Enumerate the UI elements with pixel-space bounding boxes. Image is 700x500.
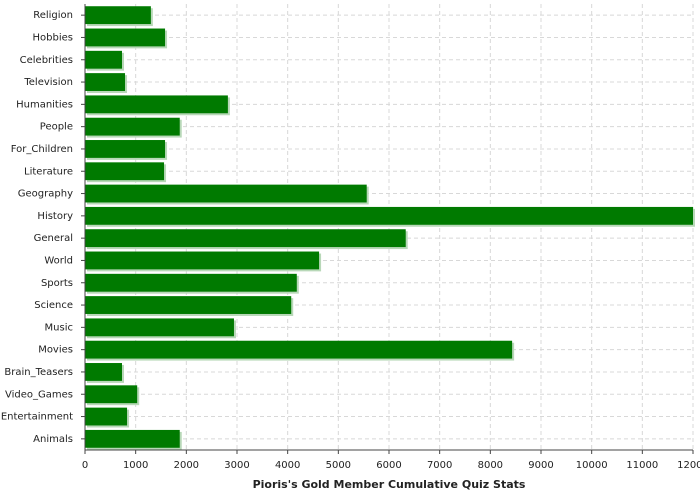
x-tick-label: 12000 bbox=[677, 460, 700, 471]
bar bbox=[85, 385, 138, 404]
y-tick-label: Entertainment bbox=[1, 412, 73, 423]
x-tick-label: 6000 bbox=[376, 460, 401, 471]
x-tick-label: 8000 bbox=[478, 460, 503, 471]
bar bbox=[85, 229, 406, 248]
y-tick-label: Movies bbox=[38, 345, 73, 356]
bar bbox=[85, 50, 122, 69]
bar bbox=[85, 140, 166, 158]
bar bbox=[85, 407, 128, 426]
bar bbox=[85, 318, 234, 337]
x-tick-label: 5000 bbox=[326, 460, 351, 471]
y-tick-label: History bbox=[37, 211, 73, 222]
y-tick-label: People bbox=[40, 122, 73, 133]
y-tick-label: World bbox=[44, 255, 73, 266]
bar bbox=[85, 296, 292, 314]
x-tick-label: 7000 bbox=[427, 460, 452, 471]
y-tick-label: Science bbox=[34, 300, 73, 311]
y-tick-label: Religion bbox=[33, 10, 73, 21]
bar bbox=[85, 162, 165, 181]
x-tick-label: 10000 bbox=[576, 460, 608, 471]
x-tick-label: 4000 bbox=[275, 460, 300, 471]
y-tick-label: Sports bbox=[41, 278, 73, 289]
bar bbox=[85, 363, 122, 381]
bar bbox=[85, 95, 228, 114]
x-tick-label: 9000 bbox=[528, 460, 553, 471]
x-tick-label: 1000 bbox=[123, 460, 148, 471]
y-tick-label: General bbox=[34, 233, 73, 244]
bar bbox=[85, 429, 180, 448]
y-tick-label: Television bbox=[23, 77, 73, 88]
x-tick-label: 3000 bbox=[224, 460, 249, 471]
y-tick-label: Music bbox=[45, 322, 73, 333]
bar bbox=[85, 6, 151, 25]
bar bbox=[85, 251, 320, 270]
bar bbox=[85, 273, 297, 292]
y-tick-label: Hobbies bbox=[33, 32, 73, 43]
x-tick-label: 11000 bbox=[626, 460, 658, 471]
y-tick-label: Animals bbox=[33, 434, 73, 445]
x-tick-label: 2000 bbox=[174, 460, 199, 471]
x-tick-label: 0 bbox=[82, 460, 88, 471]
y-tick-label: Humanities bbox=[16, 99, 73, 110]
bar bbox=[85, 73, 126, 91]
bar bbox=[85, 206, 693, 225]
y-tick-label: Celebrities bbox=[20, 55, 73, 66]
y-tick-label: For_Children bbox=[11, 144, 73, 155]
y-tick-label: Video_Games bbox=[5, 389, 73, 400]
y-tick-label: Brain_Teasers bbox=[4, 367, 73, 378]
bar bbox=[85, 340, 513, 359]
y-tick-label: Geography bbox=[18, 189, 73, 200]
bar bbox=[85, 28, 166, 47]
bar bbox=[85, 184, 367, 203]
bar bbox=[85, 117, 180, 136]
x-axis-title: Pioris's Gold Member Cumulative Quiz Sta… bbox=[253, 478, 526, 491]
y-tick-label: Literature bbox=[24, 166, 73, 177]
